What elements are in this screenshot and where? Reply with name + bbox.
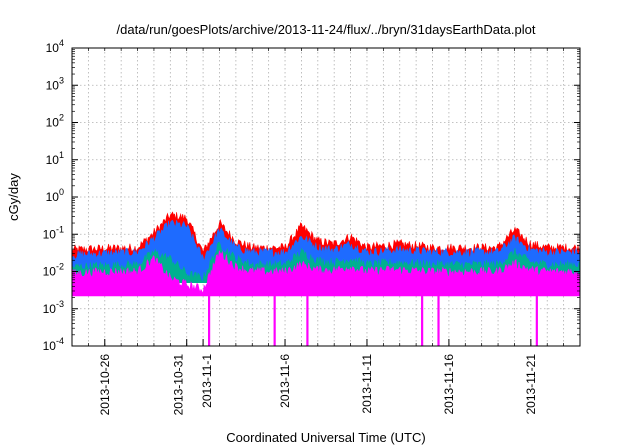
y-tick-label: 101 <box>46 150 64 167</box>
x-tick-label: 2013-11-6 <box>278 354 292 408</box>
x-tick-label: 2013-11-11 <box>360 354 374 414</box>
series-area <box>71 250 581 297</box>
x-tick-label: 2013-11-16 <box>442 354 456 415</box>
x-axis-label: Coordinated Universal Time (UTC) <box>226 430 425 445</box>
x-tick-label: 2013-10-31 <box>172 354 186 416</box>
x-tick-label: 2013-11-21 <box>524 354 538 415</box>
y-tick-label: 104 <box>46 38 64 55</box>
x-tick-label: 2013-11-1 <box>200 354 214 408</box>
y-axis-label: cGy/day <box>6 173 21 221</box>
series-group <box>71 211 581 346</box>
y-tick-label: 103 <box>46 75 64 92</box>
x-tick-label: 2013-10-26 <box>98 354 112 416</box>
grid <box>72 48 580 346</box>
ticks: 10-4 10-3 10-2 10-1 100 101 102 103 104 2013-10-2… <box>43 38 580 415</box>
chart-title: /data/run/goesPlots/archive/2013-11-24/f… <box>117 22 536 37</box>
y-tick-label: 102 <box>46 113 64 130</box>
y-tick-label: 100 <box>46 187 64 204</box>
y-tick-label: 10-3 <box>43 299 64 316</box>
y-tick-label: 10-1 <box>43 224 64 241</box>
y-tick-label: 10-2 <box>43 262 64 279</box>
y-tick-label: 10-4 <box>43 336 64 353</box>
